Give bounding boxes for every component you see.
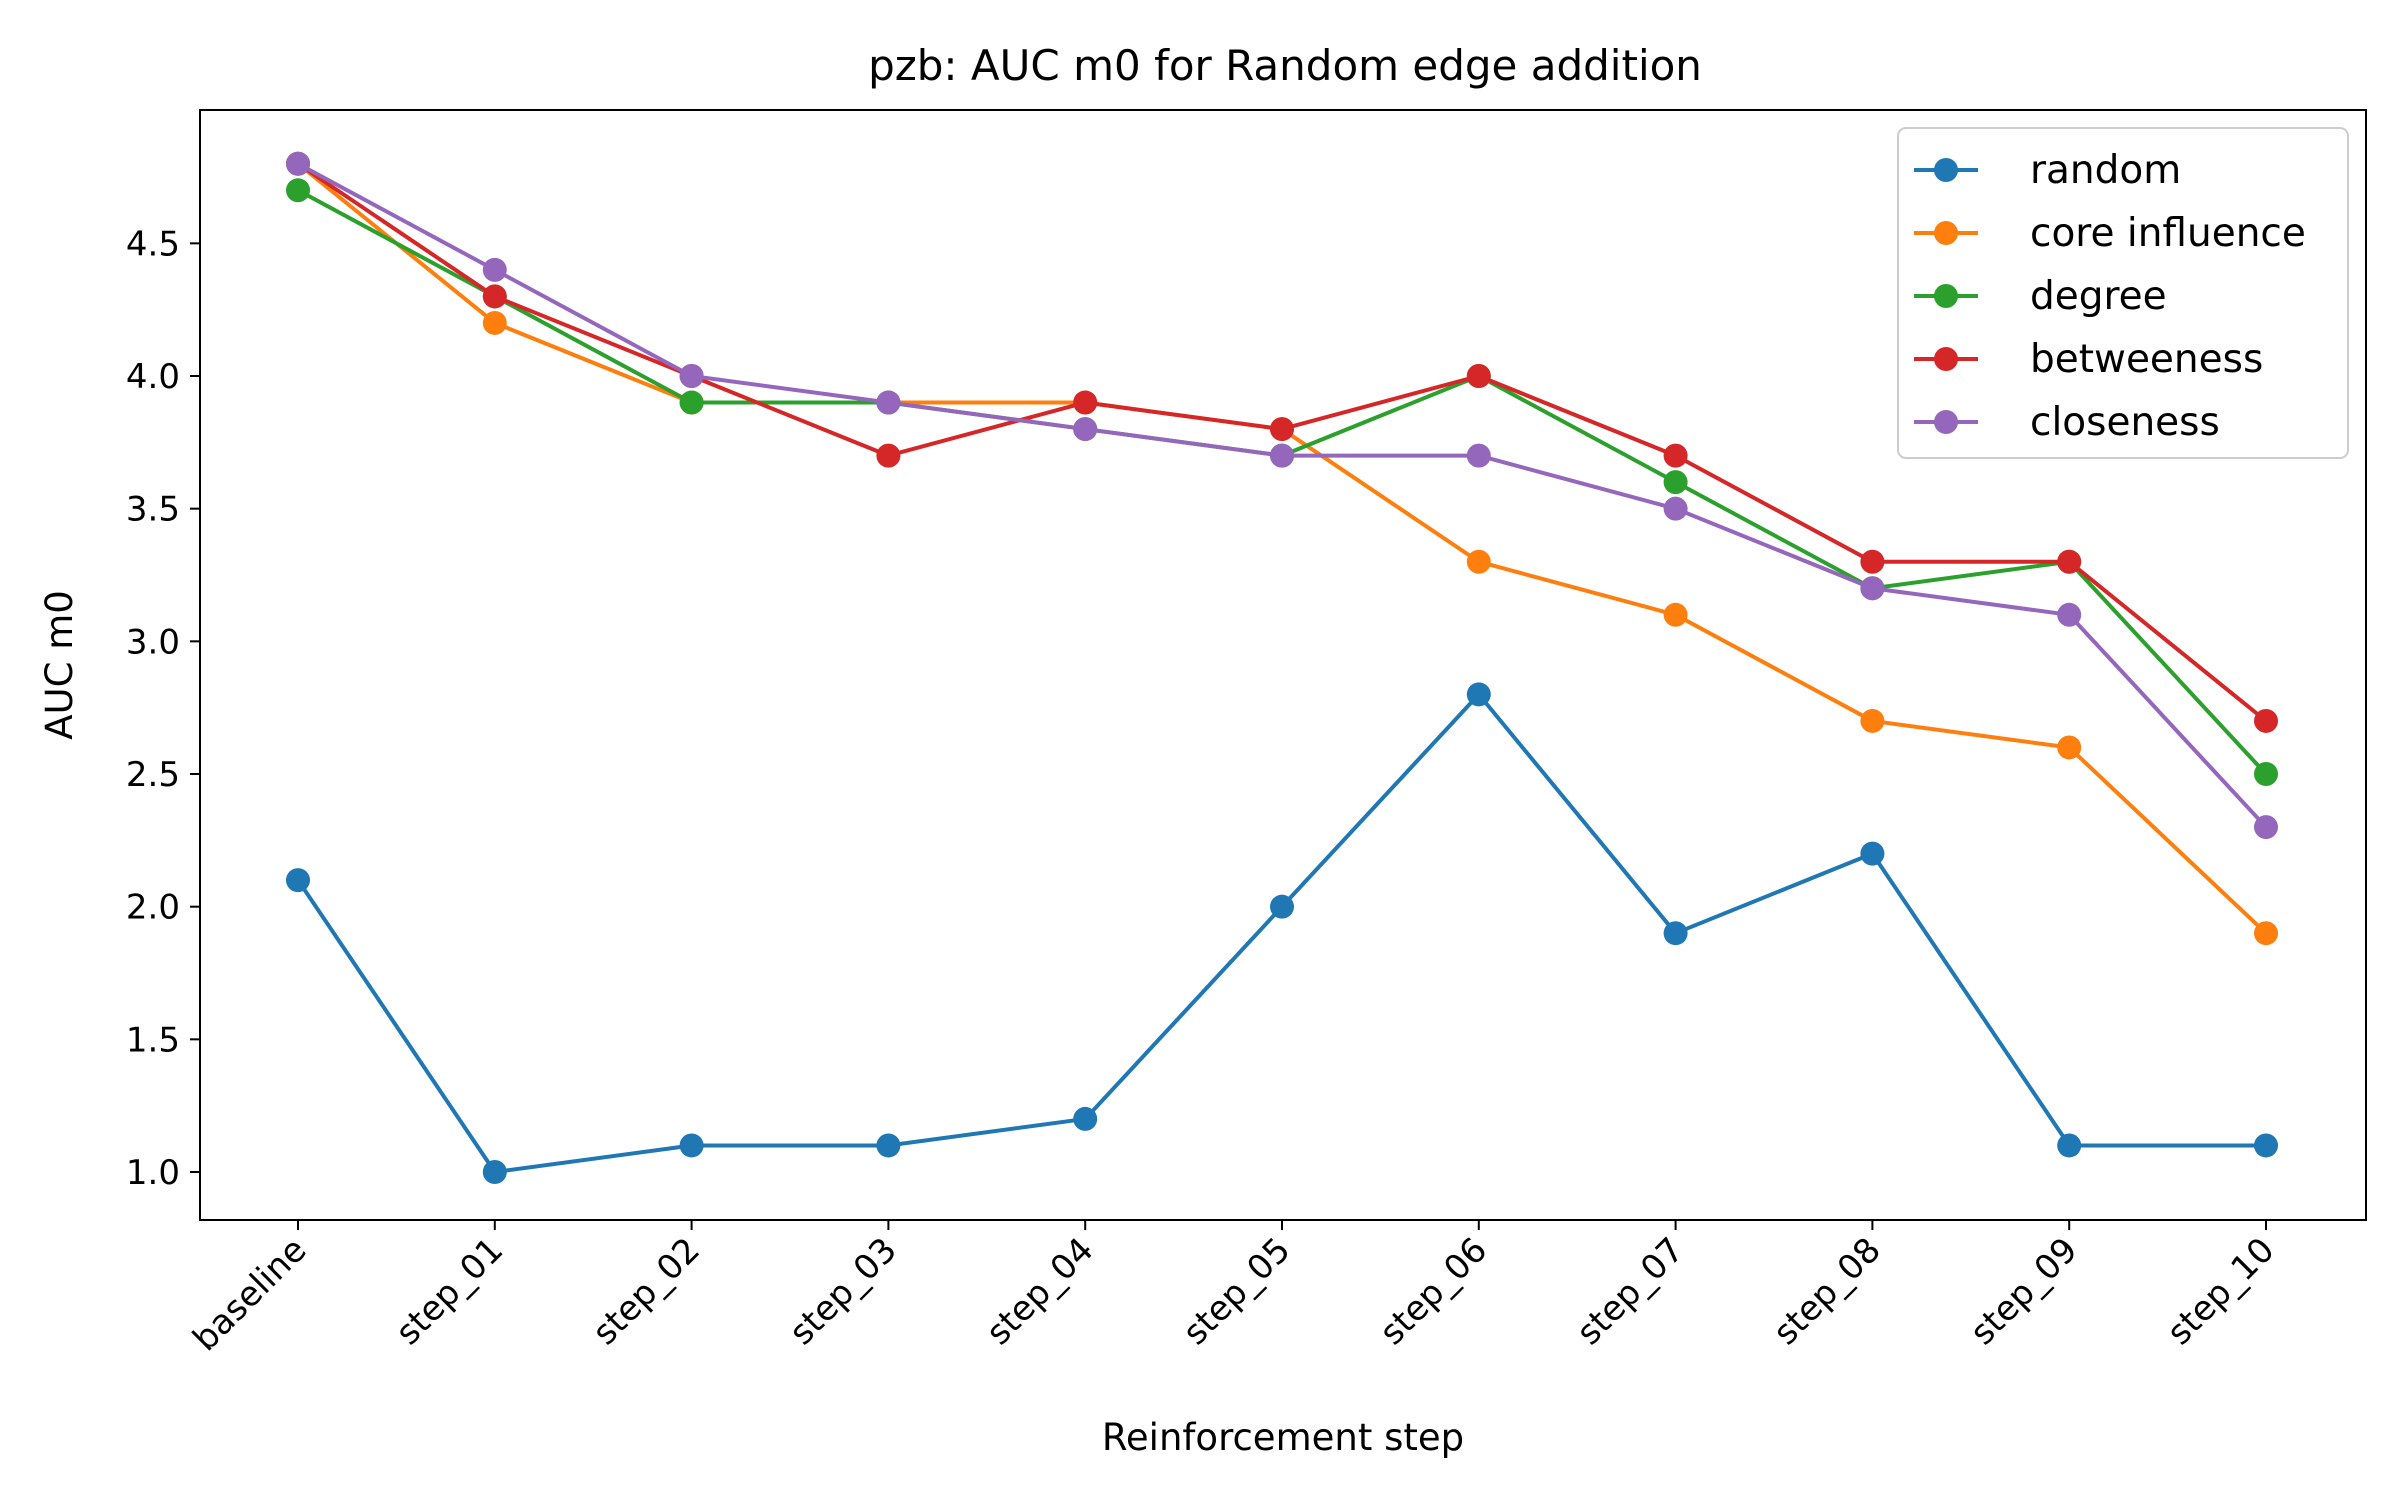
data-point-random	[2254, 1133, 2278, 1158]
data-point-betweeness	[1860, 549, 1885, 574]
legend-swatch-marker	[1934, 284, 1958, 308]
legend-label: betweeness	[2030, 337, 2263, 382]
y-tick-label: 3.0	[126, 622, 180, 662]
data-point-degree	[2254, 762, 2278, 787]
legend: random core influence degree betweeness clos…	[1897, 127, 2349, 459]
x-axis-label: Reinforcement step	[1102, 1416, 1464, 1459]
x-tick-label: step_01	[388, 1230, 511, 1353]
data-point-closeness	[1270, 443, 1294, 468]
data-point-closeness	[1663, 496, 1688, 521]
data-point-core-influence	[482, 310, 507, 335]
data-point-closeness	[1073, 417, 1098, 442]
data-point-random	[286, 868, 310, 893]
data-point-betweeness	[1466, 364, 1491, 389]
y-axis-label: AUC m0	[38, 590, 81, 740]
data-point-betweeness	[482, 284, 507, 309]
x-tick-label: step_10	[2159, 1230, 2282, 1353]
data-point-random	[679, 1133, 704, 1158]
data-point-core-influence	[2254, 921, 2278, 946]
data-point-closeness	[286, 151, 310, 176]
data-point-core-influence	[1663, 602, 1688, 627]
data-point-betweeness	[1270, 417, 1294, 442]
x-tick-label: step_04	[979, 1230, 1102, 1353]
y-tick-label: 4.5	[126, 224, 180, 264]
y-tick-label: 2.5	[126, 755, 180, 795]
data-point-random	[876, 1133, 901, 1158]
y-tick-label: 2.0	[126, 888, 180, 928]
y-axis: 1.0 1.5 2.0 2.5 3.0 3.5 4.0 4.5	[126, 224, 200, 1193]
data-point-degree	[286, 178, 310, 203]
data-point-random	[1466, 682, 1491, 707]
data-point-core-influence	[1466, 549, 1491, 574]
data-point-closeness	[482, 257, 507, 282]
data-point-betweeness	[2254, 708, 2278, 733]
data-point-core-influence	[2057, 735, 2082, 760]
data-point-closeness	[679, 364, 704, 389]
legend-swatch-marker	[1934, 158, 1958, 182]
data-point-closeness	[1466, 443, 1491, 468]
y-tick-label: 1.5	[126, 1020, 180, 1060]
data-point-betweeness	[1073, 390, 1098, 415]
x-tick-label: step_03	[782, 1230, 905, 1353]
data-point-random	[482, 1160, 507, 1184]
x-tick-label: step_09	[1963, 1230, 2086, 1353]
y-tick-label: 4.0	[126, 357, 180, 397]
legend-label: degree	[2030, 274, 2167, 319]
x-tick-label: step_02	[585, 1230, 708, 1353]
x-tick-label: step_05	[1175, 1230, 1298, 1353]
legend-label: random	[2030, 148, 2181, 193]
data-point-random	[1663, 921, 1688, 946]
x-tick-label: baseline	[185, 1230, 314, 1359]
data-point-random	[2057, 1133, 2082, 1158]
data-point-random	[1270, 894, 1294, 919]
data-point-random	[1073, 1106, 1098, 1131]
chart-title: pzb: AUC m0 for Random edge addition	[868, 41, 1702, 90]
legend-label: closeness	[2030, 400, 2220, 445]
data-point-degree	[1663, 470, 1688, 495]
legend-swatch-marker	[1934, 410, 1958, 434]
y-tick-label: 3.5	[126, 490, 180, 530]
data-point-betweeness	[2057, 549, 2082, 574]
data-point-betweeness	[1663, 443, 1688, 468]
x-tick-label: step_06	[1372, 1230, 1495, 1353]
x-tick-label: step_07	[1569, 1230, 1692, 1353]
data-point-betweeness	[876, 443, 901, 468]
data-point-closeness	[2057, 602, 2082, 627]
y-tick-label: 1.0	[126, 1153, 180, 1193]
data-point-core-influence	[1860, 708, 1885, 733]
legend-label: core influence	[2030, 211, 2306, 256]
legend-box	[1897, 127, 2349, 459]
legend-swatch-marker	[1934, 221, 1958, 245]
legend-swatch-marker	[1934, 347, 1958, 371]
x-tick-label: step_08	[1766, 1230, 1889, 1353]
data-point-random	[1860, 841, 1885, 866]
data-point-closeness	[2254, 815, 2278, 840]
data-point-closeness	[876, 390, 901, 415]
series-layer	[286, 151, 2278, 1184]
x-axis: baseline step_01 step_02 step_03 step_04 step…	[185, 1220, 2282, 1359]
data-point-degree	[679, 390, 704, 415]
data-point-closeness	[1860, 576, 1885, 601]
